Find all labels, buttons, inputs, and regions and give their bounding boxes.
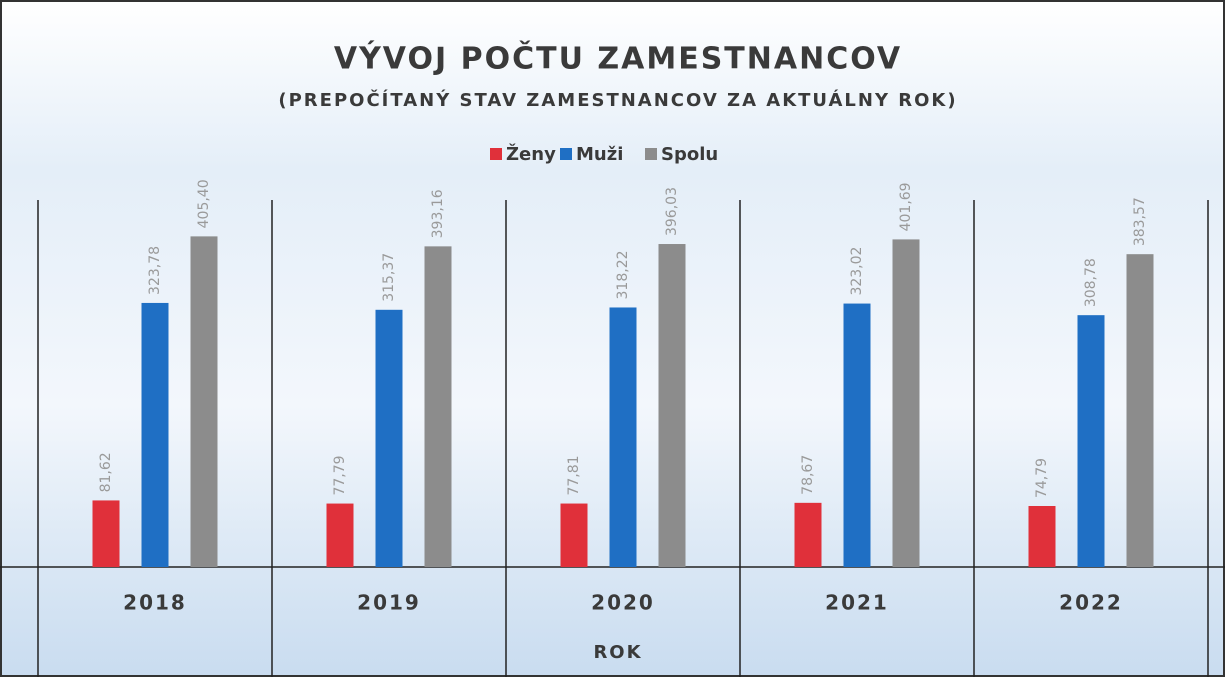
bar <box>92 500 120 567</box>
legend-label: Muži <box>576 144 623 165</box>
x-tick-label: 2022 <box>1059 591 1123 615</box>
value-label: 318,22 <box>615 250 631 299</box>
value-label: 74,79 <box>1034 458 1050 498</box>
value-label: 396,03 <box>664 187 680 236</box>
bar <box>375 309 403 567</box>
legend-swatch <box>490 148 502 160</box>
legend-label: Ženy <box>506 143 556 165</box>
bar <box>794 502 822 567</box>
bar <box>892 239 920 568</box>
bar <box>560 503 588 567</box>
value-label: 383,57 <box>1132 197 1148 246</box>
chart-title: VÝVOJ POČTU ZAMESTNANCOV <box>334 40 902 77</box>
legend-swatch <box>560 148 572 160</box>
bar <box>1077 315 1105 567</box>
value-label: 308,78 <box>1083 258 1099 307</box>
value-label: 315,37 <box>381 253 397 302</box>
value-label: 77,81 <box>566 455 582 495</box>
bar <box>609 307 637 567</box>
value-label: 78,67 <box>800 455 816 495</box>
chart-subtitle: (PREPOČÍTANÝ STAV ZAMESTNANCOV ZA AKTUÁL… <box>278 89 957 111</box>
x-tick-label: 2018 <box>123 591 187 615</box>
value-label: 393,16 <box>430 189 446 238</box>
x-tick-label: 2021 <box>825 591 889 615</box>
bar <box>190 236 218 567</box>
x-tick-label: 2019 <box>357 591 421 615</box>
legend-swatch <box>645 148 657 160</box>
bar <box>658 244 686 567</box>
value-label: 323,78 <box>147 246 163 295</box>
value-label: 77,79 <box>332 455 348 495</box>
legend-label: Spolu <box>661 144 718 165</box>
x-tick-label: 2020 <box>591 591 655 615</box>
bar <box>424 246 452 567</box>
bar <box>326 503 354 567</box>
bar <box>141 302 169 567</box>
value-label: 405,40 <box>196 179 212 228</box>
value-label: 323,02 <box>849 247 865 296</box>
bar <box>1126 254 1154 567</box>
value-label: 401,69 <box>898 182 914 231</box>
x-axis-label: ROK <box>593 642 642 663</box>
value-label: 81,62 <box>98 452 114 492</box>
bar <box>1028 506 1056 567</box>
bar <box>843 303 871 567</box>
